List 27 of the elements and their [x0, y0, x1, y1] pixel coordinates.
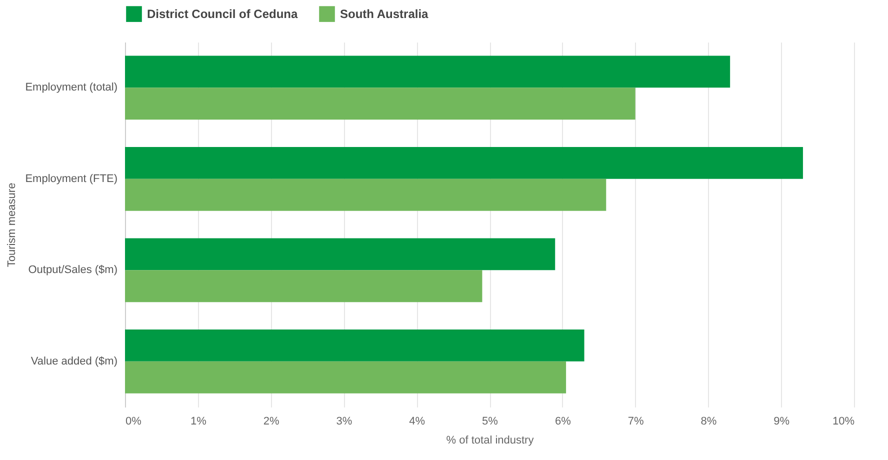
- x-axis-title: % of total industry: [446, 434, 534, 446]
- bar: [125, 56, 730, 88]
- x-tick-label: 10%: [832, 416, 855, 428]
- x-tick-label: 6%: [554, 416, 572, 428]
- y-axis-title: Tourism measure: [6, 182, 18, 268]
- legend-label: District Council of Ceduna: [147, 7, 298, 22]
- x-tick-label: 5%: [482, 416, 498, 428]
- x-tick-label: 7%: [628, 416, 644, 428]
- x-tick-label: 9%: [774, 416, 790, 428]
- x-tick-label: 2%: [263, 416, 280, 428]
- x-tick-label: 4%: [409, 416, 426, 428]
- legend-label: South Australia: [340, 7, 429, 22]
- bar: [125, 329, 584, 362]
- bar: [125, 88, 636, 120]
- x-tick-label: 8%: [700, 416, 717, 428]
- y-tick-label: Value added ($m): [30, 355, 118, 368]
- bar: [125, 238, 556, 270]
- bar: [125, 361, 566, 394]
- y-tick-label: Output/Sales ($m): [28, 264, 118, 276]
- bar: [125, 270, 482, 302]
- y-tick-label: Employment (FTE): [25, 172, 118, 185]
- bar: [125, 178, 606, 211]
- x-tick-label: 3%: [336, 416, 352, 428]
- bar: [125, 146, 803, 179]
- x-tick-label: 1%: [190, 416, 207, 428]
- y-tick-label: Employment (total): [25, 82, 118, 94]
- x-tick-label: 0%: [126, 416, 142, 428]
